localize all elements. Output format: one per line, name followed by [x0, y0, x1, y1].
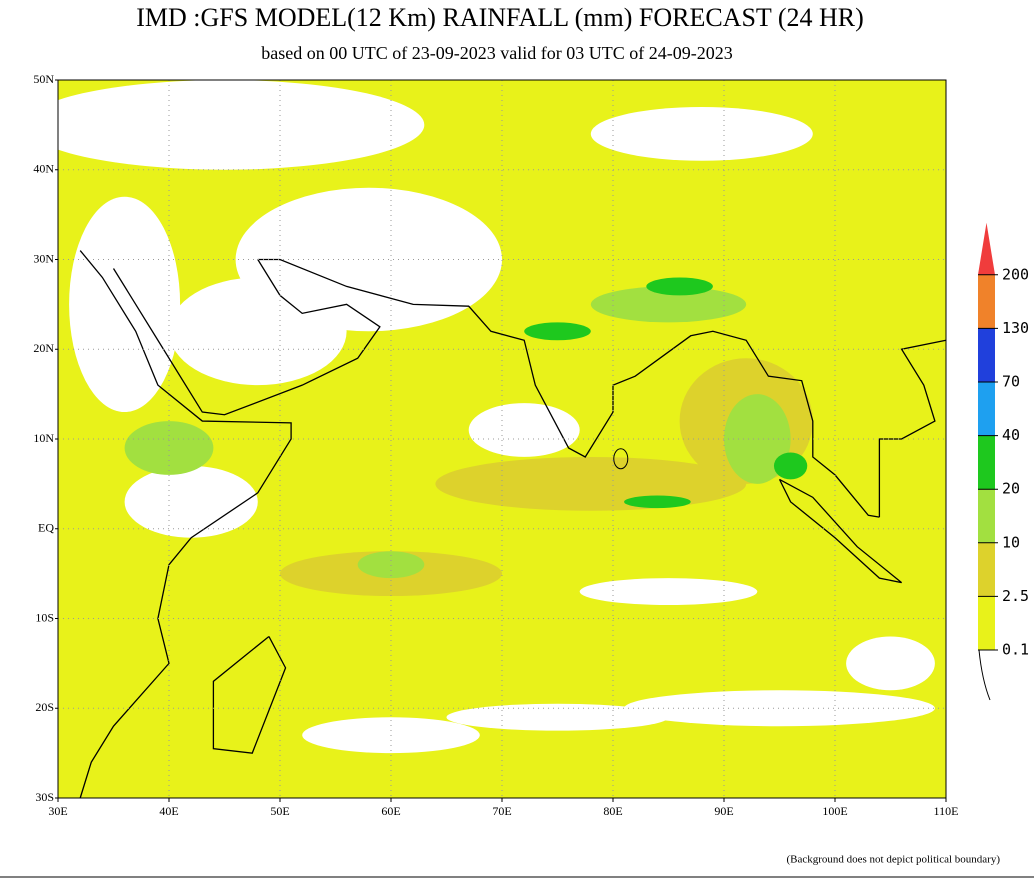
rain-patch	[446, 703, 669, 731]
colorbar-label: 200	[1002, 265, 1029, 283]
rain-patch	[624, 495, 691, 509]
rain-patch	[124, 465, 258, 538]
title: IMD :GFS MODEL(12 Km) RAINFALL (mm) FORE…	[136, 3, 864, 32]
lat-tick-label: 10N	[33, 431, 54, 445]
lon-tick-label: 100E	[822, 804, 847, 818]
colorbar-label: 130	[1002, 319, 1029, 337]
colorbar-label: 0.1	[1002, 641, 1029, 659]
rain-patch	[357, 551, 425, 579]
rain-patch	[846, 636, 935, 691]
colorbar-segment	[978, 382, 995, 436]
rain-patch	[590, 286, 747, 323]
colorbar-label: 2.5	[1002, 587, 1029, 605]
rain-patch	[624, 690, 935, 727]
lat-tick-label: 50N	[33, 72, 54, 86]
lat-tick-label: 30S	[35, 790, 54, 804]
rain-patch	[69, 196, 181, 413]
colorbar-segment	[978, 489, 995, 543]
colorbar-segment	[978, 596, 995, 650]
rain-patch	[579, 578, 758, 606]
coastline	[613, 448, 629, 470]
coastline	[878, 339, 947, 518]
lat-tick-label: 40N	[33, 162, 54, 176]
colorbar-segment	[978, 542, 995, 597]
lat-tick-label: 30N	[33, 251, 54, 265]
lat-tick-label: 20N	[33, 341, 54, 355]
lat-tick-label: 20S	[35, 700, 54, 714]
rain-patch	[724, 394, 791, 484]
colorbar-arrow	[978, 222, 995, 275]
colorbar-segment	[978, 328, 995, 382]
colorbar-label: 10	[1002, 533, 1020, 551]
lon-tick-label: 60E	[381, 804, 400, 818]
colorbar-label: 40	[1002, 426, 1020, 444]
rain-patch	[590, 106, 813, 161]
map-decoration	[24, 79, 947, 799]
colorbar-segment	[978, 435, 995, 490]
lon-tick-label: 70E	[492, 804, 511, 818]
lon-tick-label: 110E	[934, 804, 959, 818]
coastline	[112, 259, 381, 416]
coastline	[778, 478, 903, 584]
lon-tick-label: 90E	[714, 804, 733, 818]
rain-patch	[773, 452, 808, 480]
lon-tick-label: 50E	[270, 804, 289, 818]
lat-tick-label: EQ	[38, 521, 54, 535]
rain-patch	[124, 421, 214, 475]
rain-patch	[168, 277, 347, 386]
colorbar-segment	[978, 274, 995, 329]
rain-patch	[24, 80, 425, 170]
colorbar-tail	[978, 649, 991, 701]
lat-tick-label: 10S	[35, 610, 54, 624]
subtitle: based on 00 UTC of 23-09-2023 valid for …	[261, 43, 732, 63]
rain-patch	[646, 277, 713, 296]
lon-tick-label: 30E	[48, 804, 67, 818]
footnote: (Background does not depict political bo…	[786, 854, 1000, 866]
rain-patch	[468, 403, 580, 457]
coastline	[212, 635, 287, 754]
colorbar-label: 20	[1002, 480, 1020, 498]
rain-patch	[524, 322, 591, 341]
lon-tick-label: 80E	[603, 804, 622, 818]
lon-tick-label: 40E	[159, 804, 178, 818]
colorbar-label: 70	[1002, 373, 1020, 391]
